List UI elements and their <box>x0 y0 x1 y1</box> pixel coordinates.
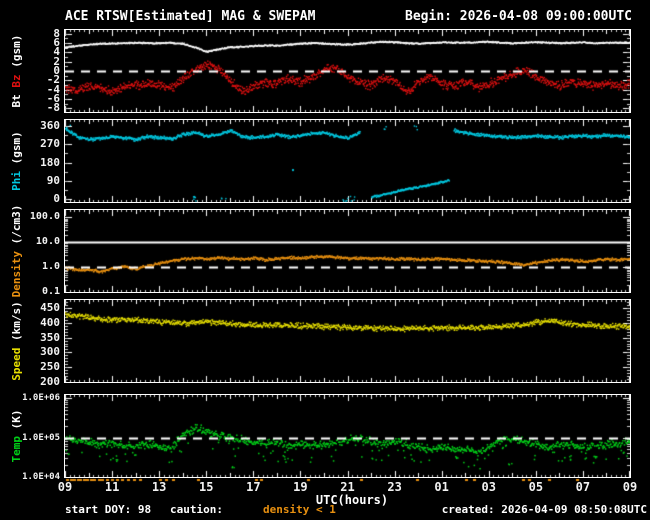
x-tick-label: 03 <box>481 480 496 494</box>
x-tick-label: 19 <box>293 480 308 494</box>
mag-y-tick-label: 0 <box>53 64 60 77</box>
x-tick-label: 11 <box>104 480 120 494</box>
temp-y-tick-label: 1.0E+05 <box>22 433 60 443</box>
speed-y-tick-label: 450 <box>40 301 60 314</box>
x-tick-label: 15 <box>199 480 214 494</box>
caution-marks-strip <box>65 478 630 482</box>
mag-y-tick-label: -2 <box>46 73 60 86</box>
speed-y-tick-label: 300 <box>40 345 60 358</box>
mag-y-tick-label: -4 <box>46 83 60 96</box>
speed-y-tick-label: 250 <box>40 360 60 373</box>
x-tick-label: 01 <box>434 480 449 494</box>
panel-speed <box>64 299 631 383</box>
x-tick-label: 13 <box>151 480 167 494</box>
mag-y-tick-label: -8 <box>46 101 60 114</box>
panel-phi <box>64 119 631 203</box>
start-doy-label: start DOY: 98 <box>65 503 152 516</box>
phi-y-tick-label: 0 <box>53 192 60 205</box>
plot-title: ACE RTSW[Estimated] MAG & SWEPAM <box>65 9 316 24</box>
speed-y-tick-label: 400 <box>40 316 60 329</box>
caution-label: caution: <box>170 503 223 516</box>
x-tick-label: 09 <box>57 480 73 494</box>
phi-y-tick-label: 270 <box>40 137 60 150</box>
phi-y-tick-label: 90 <box>46 174 60 187</box>
density-y-tick-label: 10.0 <box>35 236 60 247</box>
density-y-tick-label: 0.1 <box>41 286 60 297</box>
density-y-tick-label: 100.0 <box>29 211 60 222</box>
caution-value: density < 1 <box>263 503 336 516</box>
x-tick-label: 09 <box>622 480 638 494</box>
x-tick-label: 07 <box>575 480 591 494</box>
x-tick-label: 21 <box>340 480 355 494</box>
x-axis-label: UTC(hours) <box>315 493 389 507</box>
created-timestamp: created: 2026-04-09 08:50:08UTC <box>441 503 647 516</box>
phi-y-tick-label: 180 <box>40 156 60 169</box>
speed-y-tick-label: 200 <box>40 375 60 388</box>
mag-y-tick-label: -6 <box>46 92 60 105</box>
x-tick-label: 05 <box>528 480 544 494</box>
panel-density <box>64 209 631 293</box>
mag-y-tick-label: 6 <box>53 36 60 49</box>
temp-y-tick-label: 1.0E+06 <box>22 393 60 403</box>
panel-temp <box>64 394 631 478</box>
temp-y-tick-label: 1.0E+04 <box>22 472 60 482</box>
mag-y-tick-label: 8 <box>53 27 60 40</box>
density-y-tick-label: 1.0 <box>41 261 60 272</box>
density-plot-canvas <box>65 210 630 292</box>
begin-timestamp: Begin: 2026-04-08 09:00:00UTC <box>405 9 632 24</box>
mag-plot-canvas <box>65 30 630 112</box>
temp-plot-canvas <box>65 395 630 477</box>
phi-y-tick-label: 360 <box>40 119 60 132</box>
speed-y-tick-label: 350 <box>40 331 60 344</box>
x-tick-label: 17 <box>246 480 261 494</box>
x-tick-label: 23 <box>387 480 402 494</box>
panel-mag <box>64 29 631 113</box>
speed-plot-canvas <box>65 300 630 382</box>
mag-y-tick-label: 2 <box>53 55 60 68</box>
phi-plot-canvas <box>65 120 630 202</box>
mag-y-tick-label: 4 <box>53 45 60 58</box>
